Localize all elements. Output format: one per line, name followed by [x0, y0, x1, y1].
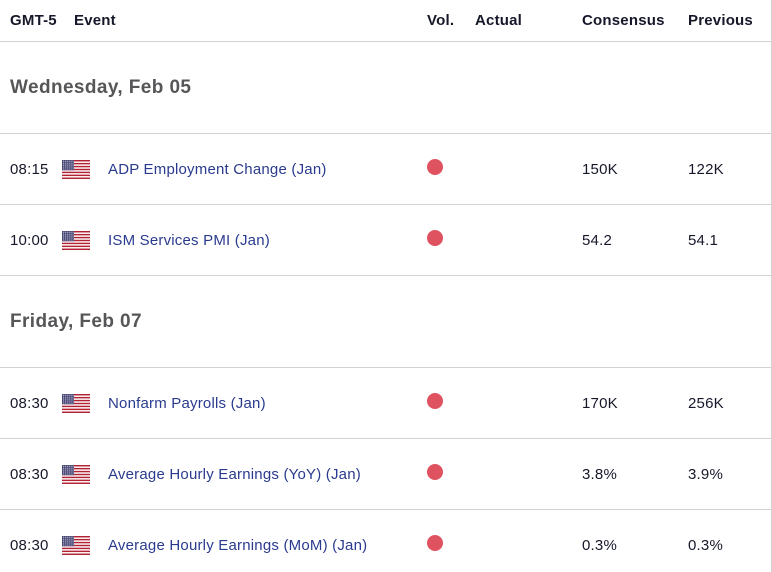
event-name-cell: ISM Services PMI (Jan) [108, 232, 427, 249]
us-flag-icon [62, 535, 90, 555]
event-link[interactable]: ADP Employment Change (Jan) [108, 160, 327, 178]
event-link[interactable]: Average Hourly Earnings (MoM) (Jan) [108, 536, 368, 554]
us-flag-icon [62, 159, 90, 179]
column-header-gmt: GMT-5 [10, 12, 57, 29]
country-flag-cell [60, 393, 108, 413]
event-time: 08:30 [10, 465, 49, 483]
event-name-cell: Nonfarm Payrolls (Jan) [108, 395, 427, 412]
volatility-cell [427, 464, 475, 484]
section-date-title: Friday, Feb 07 [10, 310, 142, 332]
volatility-high-icon [427, 464, 443, 480]
section-header-row: Friday, Feb 07 [0, 276, 771, 368]
calendar-body: Wednesday, Feb 05 08:15 ADP Employment Cha… [0, 42, 771, 572]
event-consensus: 3.8% [582, 465, 617, 483]
column-header-previous: Previous [688, 12, 753, 29]
event-time: 10:00 [10, 231, 49, 249]
event-consensus: 150K [582, 160, 618, 178]
event-previous: 122K [688, 160, 724, 178]
section-date-title: Wednesday, Feb 05 [10, 76, 192, 98]
event-previous: 3.9% [688, 465, 723, 483]
us-flag-icon [62, 393, 90, 413]
event-link[interactable]: Average Hourly Earnings (YoY) (Jan) [108, 465, 361, 483]
event-name-cell: ADP Employment Change (Jan) [108, 161, 427, 178]
event-row: 08:15 ADP Employment Change (Jan) 150K 122K [0, 134, 771, 205]
country-flag-cell [60, 464, 108, 484]
volatility-cell [427, 230, 475, 250]
event-row: 08:30 Average Hourly Earnings (YoY) (Jan)… [0, 439, 771, 510]
us-flag-icon [62, 464, 90, 484]
volatility-high-icon [427, 230, 443, 246]
event-time: 08:30 [10, 394, 49, 412]
us-flag-icon [62, 230, 90, 250]
event-name-cell: Average Hourly Earnings (MoM) (Jan) [108, 537, 427, 554]
volatility-high-icon [427, 159, 443, 175]
column-header-actual: Actual [475, 12, 523, 29]
event-link[interactable]: ISM Services PMI (Jan) [108, 231, 270, 249]
event-row: 10:00 ISM Services PMI (Jan) 54.2 54.1 [0, 205, 771, 276]
volatility-cell [427, 159, 475, 179]
table-header-row: GMT-5 Event Vol. Actual Consensus Previo… [0, 0, 771, 42]
column-header-vol: Vol. [427, 12, 455, 29]
country-flag-cell [60, 535, 108, 555]
column-header-consensus: Consensus [582, 12, 665, 29]
event-previous: 54.1 [688, 231, 718, 249]
event-consensus: 0.3% [582, 536, 617, 554]
event-row: 08:30 Average Hourly Earnings (MoM) (Jan)… [0, 510, 771, 572]
country-flag-cell [60, 159, 108, 179]
volatility-cell [427, 393, 475, 413]
event-consensus: 170K [582, 394, 618, 412]
event-consensus: 54.2 [582, 231, 612, 249]
volatility-cell [427, 535, 475, 555]
event-name-cell: Average Hourly Earnings (YoY) (Jan) [108, 466, 427, 483]
event-link[interactable]: Nonfarm Payrolls (Jan) [108, 394, 266, 412]
column-header-event: Event [74, 12, 116, 29]
country-flag-cell [60, 230, 108, 250]
volatility-high-icon [427, 535, 443, 551]
event-time: 08:30 [10, 536, 49, 554]
event-row: 08:30 Nonfarm Payrolls (Jan) 170K 256K [0, 368, 771, 439]
volatility-high-icon [427, 393, 443, 409]
section-header-row: Wednesday, Feb 05 [0, 42, 771, 134]
event-previous: 0.3% [688, 536, 723, 554]
event-previous: 256K [688, 394, 724, 412]
event-time: 08:15 [10, 160, 49, 178]
